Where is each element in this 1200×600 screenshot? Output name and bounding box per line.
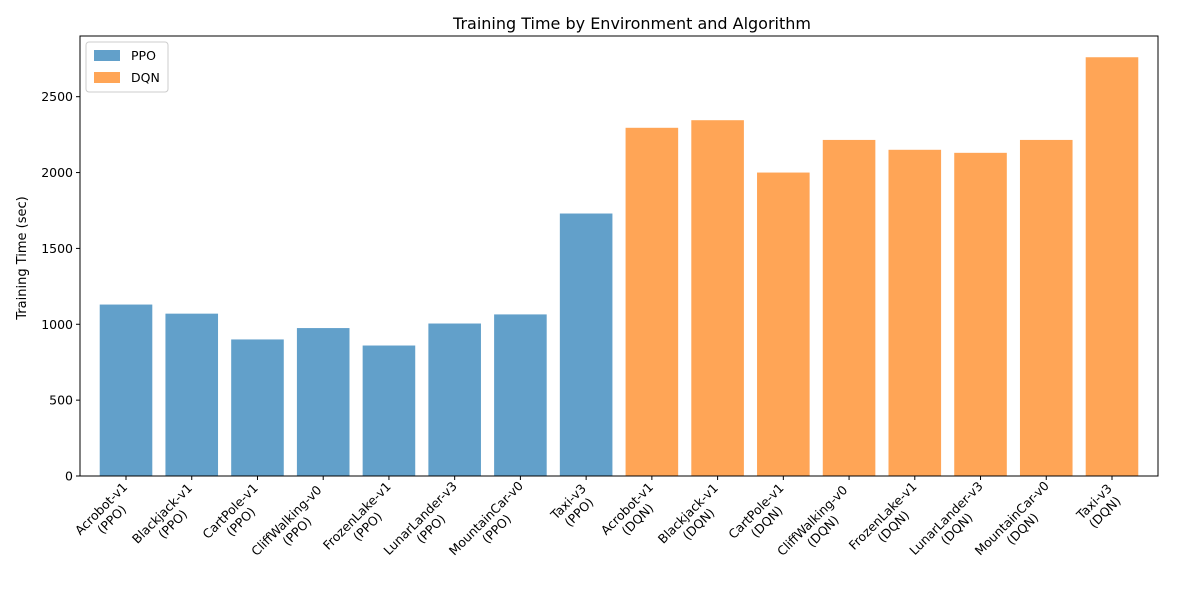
y-tick-label: 0 — [65, 469, 73, 484]
bar-dqn-15 — [1085, 57, 1139, 476]
bars-layer — [99, 57, 1139, 477]
y-axis: 0 500 1000 1500 2000 2500 — [41, 89, 80, 484]
chart-title: Training Time by Environment and Algorit… — [452, 14, 811, 33]
bar-dqn-14 — [1019, 139, 1073, 476]
bar-dqn-12 — [888, 149, 942, 477]
x-tick-label: Taxi-v3(DQN) — [1073, 481, 1126, 534]
x-tick-label: Blackjack-v1(DQN) — [655, 480, 732, 557]
y-axis-label: Training Time (sec) — [15, 196, 30, 320]
bar-dqn-11 — [822, 139, 876, 476]
bar-ppo-0 — [99, 304, 153, 476]
plot-frame — [79, 35, 1159, 477]
bar-dqn-10 — [757, 172, 810, 476]
legend: PPO DQN — [85, 41, 169, 93]
bar-ppo-5 — [428, 323, 481, 476]
legend-label-ppo: PPO — [131, 48, 156, 63]
x-tick-label: CliffWalking-v0(DQN) — [774, 482, 861, 569]
bar-dqn-8 — [625, 127, 679, 477]
y-tick-label: 2000 — [41, 165, 73, 180]
bar-dqn-9 — [691, 120, 744, 476]
y-tick-label: 500 — [49, 393, 73, 408]
x-tick-label: MountainCar-v0(PPO) — [446, 478, 537, 569]
x-tick-label: MountainCar-v0(DQN) — [972, 478, 1063, 569]
x-tick-label: CliffWalking-v0(PPO) — [248, 482, 335, 569]
bar-ppo-4 — [362, 345, 416, 476]
y-tick-label: 1500 — [41, 241, 73, 256]
bar-ppo-1 — [165, 313, 219, 476]
bar-ppo-6 — [494, 314, 547, 476]
bar-ppo-7 — [559, 213, 613, 476]
x-tick-label: Taxi-v3(PPO) — [547, 481, 600, 534]
x-tick-label: Blackjack-v1(PPO) — [129, 480, 206, 557]
legend-swatch-dqn — [94, 72, 120, 83]
bar-ppo-2 — [231, 339, 284, 476]
legend-label-dqn: DQN — [131, 70, 160, 85]
y-tick-label: 1000 — [41, 317, 73, 332]
bar-ppo-3 — [296, 328, 350, 476]
y-tick-label: 2500 — [41, 89, 73, 104]
legend-swatch-ppo — [94, 50, 120, 61]
x-axis: Acrobot-v1(PPO) Blackjack-v1(PPO) CartPole… — [72, 476, 1126, 569]
bar-dqn-13 — [954, 152, 1007, 477]
